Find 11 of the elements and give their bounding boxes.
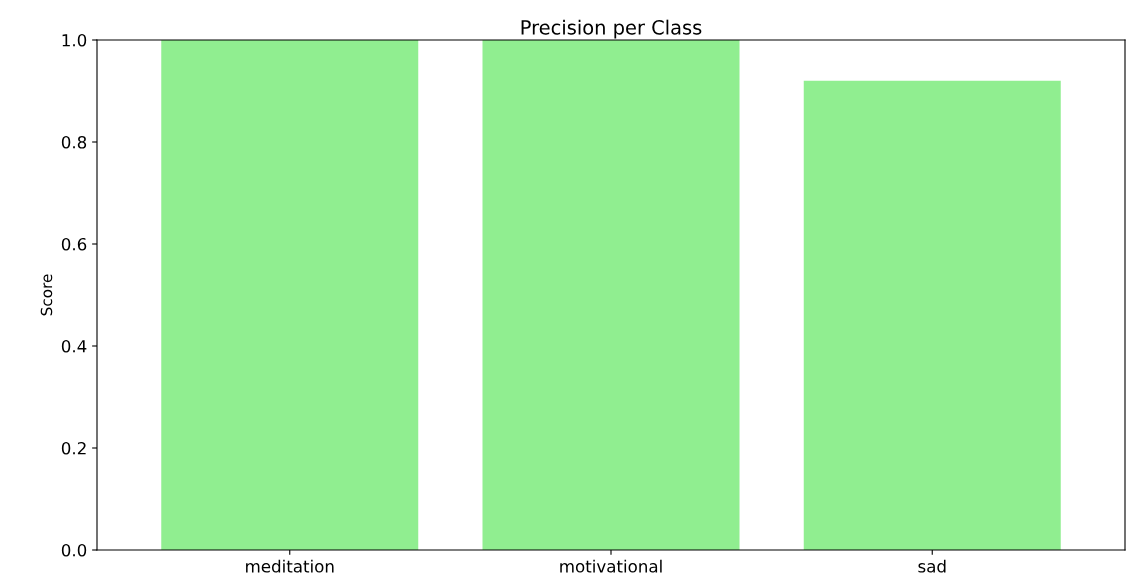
- y-tick-label: 0.6: [61, 237, 87, 251]
- y-tick-label: 0.4: [61, 339, 87, 353]
- chart-title: Precision per Class: [521, 19, 702, 39]
- y-tick-label: 0.0: [61, 543, 87, 557]
- y-tick-label: 1.0: [62, 33, 87, 47]
- x-tick-label: meditation: [246, 559, 334, 573]
- y-tick-label: 0.2: [61, 441, 86, 455]
- x-tick-label: sad: [918, 559, 946, 573]
- y-tick-label: 0.8: [61, 135, 87, 149]
- y-axis-title: Score: [40, 274, 53, 316]
- x-tick-label: motivational: [560, 559, 662, 573]
